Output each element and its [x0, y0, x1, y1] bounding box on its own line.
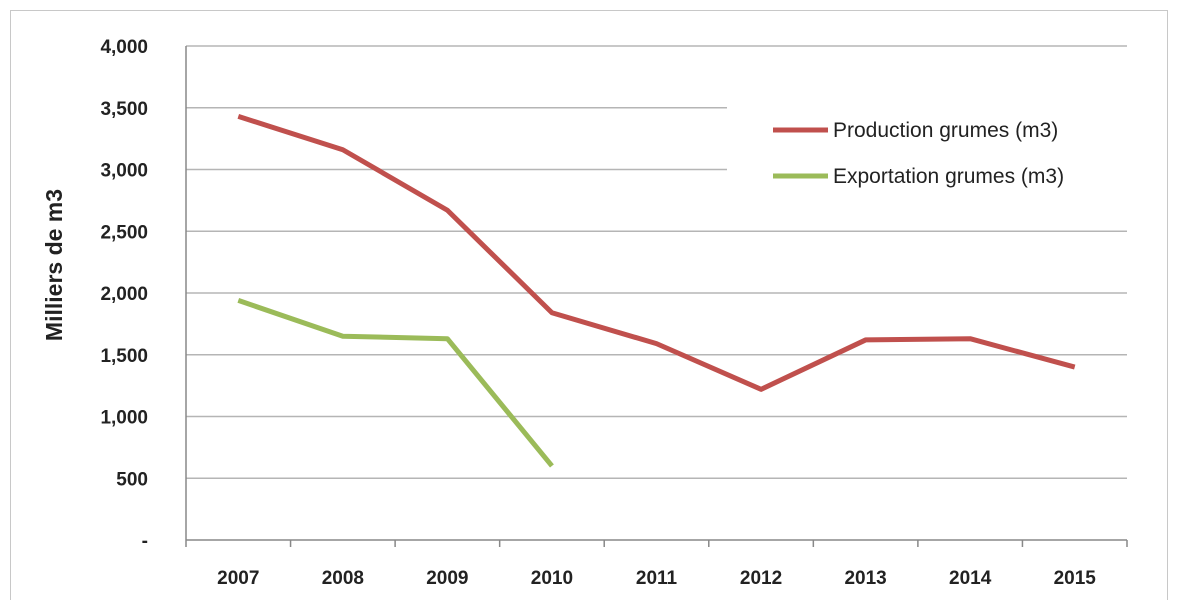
axes	[185, 46, 1128, 547]
y-axis-label: Milliers de m3	[41, 189, 67, 341]
legend: Production grumes (m3) Exportation grumes…	[773, 119, 1064, 188]
y-tick-label: 4,000	[100, 37, 148, 58]
legend-box	[727, 96, 1137, 216]
y-axis-ticks: - 500 1,000 1,500 2,000 2,500 3,000 3,500 4,000	[100, 37, 148, 552]
x-tick-label: 2008	[322, 568, 364, 589]
x-tick-label: 2009	[426, 568, 468, 589]
x-axis-ticks: 2007 2008 2009 2010 2011 2012 2013 2014 2015	[217, 568, 1096, 589]
legend-background	[727, 96, 1137, 216]
y-tick-label: 500	[116, 469, 148, 490]
x-tick-label: 2011	[636, 568, 678, 589]
legend-label: Exportation grumes (m3)	[833, 165, 1064, 188]
x-tick-label: 2012	[740, 568, 782, 589]
y-tick-label: 2,500	[100, 222, 148, 243]
y-tick-label: 1,000	[100, 408, 148, 429]
x-tick-label: 2015	[1054, 568, 1097, 589]
legend-label: Production grumes (m3)	[833, 119, 1058, 142]
y-tick-label: 3,000	[100, 161, 148, 182]
chart-frame	[10, 10, 1168, 600]
y-tick-label: -	[142, 531, 148, 552]
series-line	[237, 298, 554, 468]
x-tick-label: 2010	[531, 568, 573, 589]
gridlines	[186, 45, 1127, 479]
x-tick-label: 2013	[844, 568, 886, 589]
x-tick-label: 2007	[217, 568, 259, 589]
x-tick-label: 2014	[949, 568, 992, 589]
y-tick-label: 2,000	[100, 284, 148, 305]
y-tick-label: 1,500	[100, 346, 148, 367]
y-tick-label: 3,500	[100, 99, 148, 120]
series-lines	[237, 114, 1076, 468]
